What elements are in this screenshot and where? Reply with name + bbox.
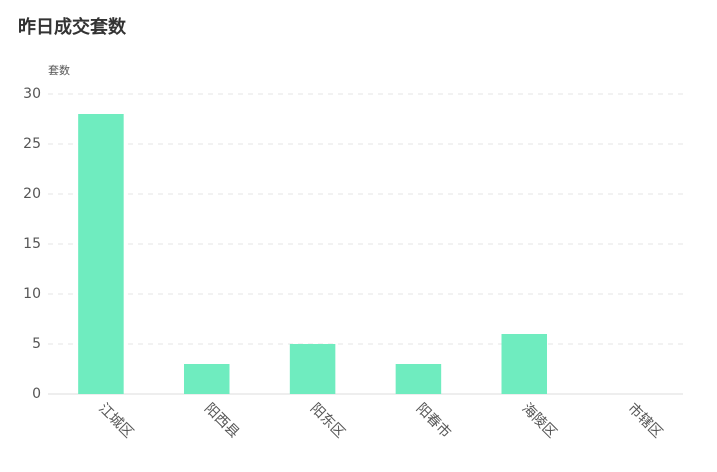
x-tick-label: 市辖区: [624, 400, 666, 442]
y-tick-label: 25: [23, 136, 41, 152]
x-tick-label: 海陵区: [519, 400, 560, 441]
y-tick-label: 0: [32, 386, 41, 402]
bar: [395, 364, 442, 394]
chart-title: 昨日成交套数: [18, 16, 127, 38]
bar: [501, 334, 548, 394]
x-tick-label: 阳西县: [201, 400, 242, 441]
y-axis-label: 套数: [48, 64, 70, 77]
y-tick-label: 15: [23, 236, 41, 252]
x-tick-label: 阳春市: [413, 400, 455, 442]
y-tick-label: 10: [23, 286, 41, 302]
y-tick-label: 5: [32, 336, 41, 352]
bar: [289, 344, 336, 394]
x-tick-label: 阳东区: [307, 400, 348, 441]
bar: [183, 364, 230, 394]
y-tick-label: 20: [23, 186, 41, 202]
y-tick-label: 30: [23, 86, 41, 102]
x-tick-label: 江城区: [95, 400, 136, 441]
bar: [78, 114, 124, 394]
